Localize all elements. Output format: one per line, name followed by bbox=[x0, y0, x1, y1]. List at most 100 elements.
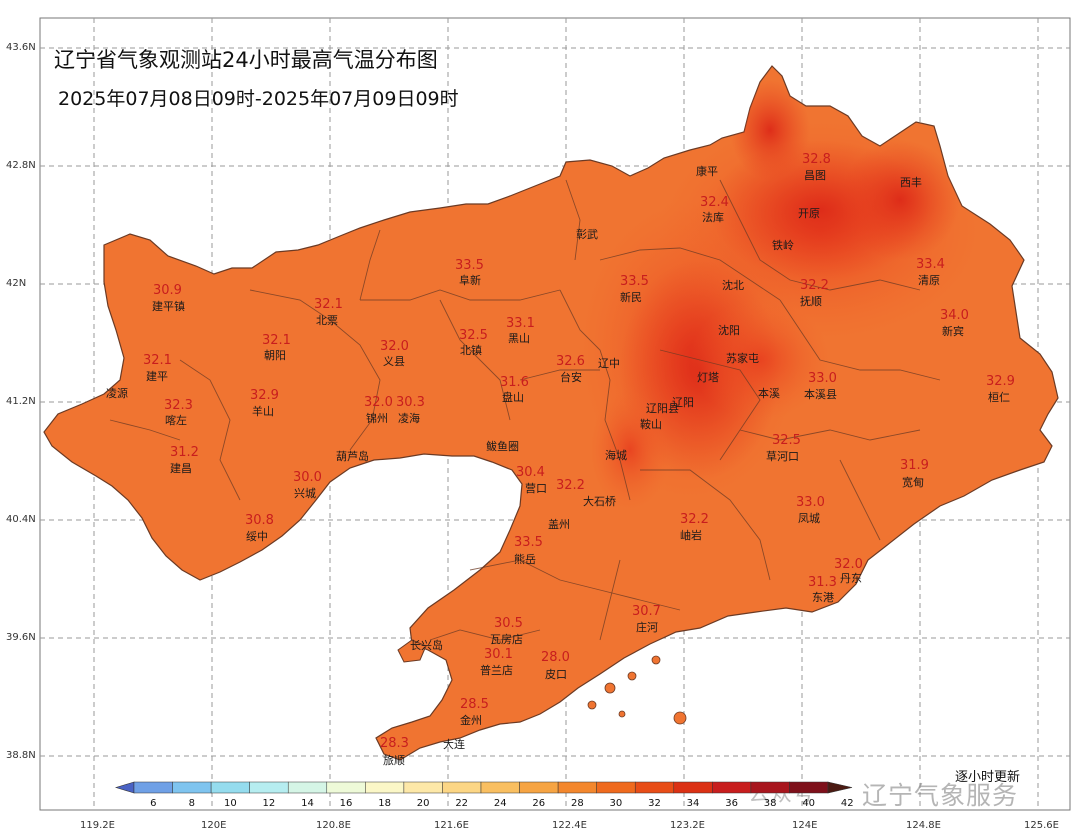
watermark-brand: 辽宁气象服务 bbox=[862, 781, 1019, 810]
temp-value: 32.0 bbox=[364, 395, 393, 410]
temp-value: 34.0 bbox=[940, 308, 969, 323]
temp-value: 30.1 bbox=[484, 647, 513, 662]
legend-tick-label: 20 bbox=[416, 798, 430, 809]
place-label: 营口 bbox=[525, 482, 547, 495]
place-label: 昌图 bbox=[804, 169, 826, 182]
place-label: 熊岳 bbox=[514, 553, 536, 566]
legend-tick-label: 12 bbox=[262, 798, 276, 809]
temp-value: 32.2 bbox=[800, 278, 829, 293]
district-borders bbox=[109, 179, 941, 641]
island-small-1 bbox=[604, 682, 616, 694]
place-label: 西丰 bbox=[900, 176, 922, 189]
place-label: 建平 bbox=[146, 370, 168, 383]
lon-label: 123.2E bbox=[670, 820, 705, 831]
island-small-3 bbox=[651, 655, 661, 665]
temp-value: 28.5 bbox=[460, 697, 489, 712]
place-label: 法库 bbox=[702, 211, 724, 224]
island-small-2 bbox=[627, 671, 637, 681]
temp-value: 33.1 bbox=[506, 316, 535, 331]
legend-tick-label: 22 bbox=[455, 798, 469, 809]
legend-tick-label: 42 bbox=[840, 798, 854, 809]
legend-tick-label: 16 bbox=[339, 798, 353, 809]
place-label: 新宾 bbox=[942, 325, 964, 338]
place-label: 草河口 bbox=[766, 450, 799, 463]
place-label: 开原 bbox=[798, 207, 820, 220]
temp-value: 32.1 bbox=[314, 297, 343, 312]
place-label: 长兴岛 bbox=[410, 639, 443, 652]
temp-value: 30.0 bbox=[293, 470, 322, 485]
temp-value: 32.2 bbox=[556, 478, 585, 493]
place-label: 本溪 bbox=[758, 387, 780, 400]
legend-tick-label: 10 bbox=[223, 798, 237, 809]
lat-label: 43.6N bbox=[6, 42, 36, 53]
place-label: 凤城 bbox=[798, 512, 820, 525]
lon-label: 124.8E bbox=[906, 820, 941, 831]
temp-value: 33.0 bbox=[796, 495, 825, 510]
temp-value: 33.5 bbox=[455, 258, 484, 273]
lat-label: 42.8N bbox=[6, 160, 36, 171]
temp-value: 30.4 bbox=[516, 465, 545, 480]
place-label: 喀左 bbox=[165, 414, 187, 427]
temp-value: 30.9 bbox=[153, 283, 182, 298]
place-label: 凌海 bbox=[398, 412, 420, 425]
place-label: 本溪县 bbox=[804, 388, 837, 401]
temp-value: 32.8 bbox=[802, 152, 831, 167]
legend-tick-label: 32 bbox=[648, 798, 661, 809]
place-label: 抚顺 bbox=[800, 295, 822, 308]
place-label: 北票 bbox=[316, 314, 338, 327]
temp-value: 32.4 bbox=[700, 195, 729, 210]
place-label: 彰武 bbox=[576, 228, 598, 241]
place-label: 阜新 bbox=[459, 274, 481, 287]
temp-value: 31.6 bbox=[500, 375, 529, 390]
place-label: 大连 bbox=[443, 738, 465, 751]
place-label: 台安 bbox=[560, 371, 582, 384]
place-label: 庄河 bbox=[636, 621, 658, 634]
temp-value: 32.6 bbox=[556, 354, 585, 369]
place-label: 辽阳 bbox=[672, 396, 694, 409]
place-label: 桓仁 bbox=[988, 391, 1010, 404]
place-label: 鲅鱼圈 bbox=[486, 440, 519, 453]
temp-value: 32.9 bbox=[986, 374, 1015, 389]
place-label: 盘山 bbox=[502, 391, 524, 404]
lon-label: 124E bbox=[792, 820, 818, 831]
island-small-6 bbox=[618, 710, 626, 718]
temp-value: 28.0 bbox=[541, 650, 570, 665]
place-label: 义县 bbox=[383, 355, 405, 368]
temp-value: 30.8 bbox=[245, 513, 274, 528]
place-label: 葫芦岛 bbox=[336, 450, 369, 463]
legend-tick-label: 40 bbox=[802, 798, 816, 809]
place-label: 朝阳 bbox=[264, 349, 286, 362]
place-label: 沈阳 bbox=[718, 324, 740, 337]
lon-label: 122.4E bbox=[552, 820, 587, 831]
island-changxing bbox=[397, 639, 427, 663]
place-label: 羊山 bbox=[252, 405, 274, 418]
temp-value: 31.2 bbox=[170, 445, 199, 460]
lat-label: 39.6N bbox=[6, 632, 36, 643]
place-label: 普兰店 bbox=[480, 664, 513, 677]
temp-value: 33.0 bbox=[808, 371, 837, 386]
lon-label: 120.8E bbox=[316, 820, 351, 831]
place-label: 沈北 bbox=[722, 279, 744, 292]
place-label: 绥中 bbox=[246, 530, 268, 543]
temp-value: 31.3 bbox=[808, 575, 837, 590]
lon-label: 119.2E bbox=[80, 820, 115, 831]
legend-tick-label: 28 bbox=[570, 798, 584, 809]
temp-value: 32.1 bbox=[143, 353, 172, 368]
temp-value: 33.5 bbox=[620, 274, 649, 289]
place-label: 康平 bbox=[696, 165, 718, 178]
lat-label: 42N bbox=[6, 278, 27, 289]
place-label: 大石桥 bbox=[583, 495, 616, 508]
hot-zones bbox=[580, 80, 980, 510]
temp-value: 32.5 bbox=[459, 328, 488, 343]
lat-label: 41.2N bbox=[6, 396, 36, 407]
place-label: 皮口 bbox=[545, 668, 567, 681]
place-label: 金州 bbox=[460, 714, 482, 727]
temp-value: 32.5 bbox=[772, 433, 801, 448]
map-subtitle: 2025年07月08日09时-2025年07月09日09时 bbox=[58, 88, 459, 110]
place-label: 岫岩 bbox=[680, 529, 702, 542]
place-label: 丹东 bbox=[840, 572, 862, 585]
lat-label: 40.4N bbox=[6, 514, 36, 525]
place-label: 建昌 bbox=[170, 462, 192, 475]
